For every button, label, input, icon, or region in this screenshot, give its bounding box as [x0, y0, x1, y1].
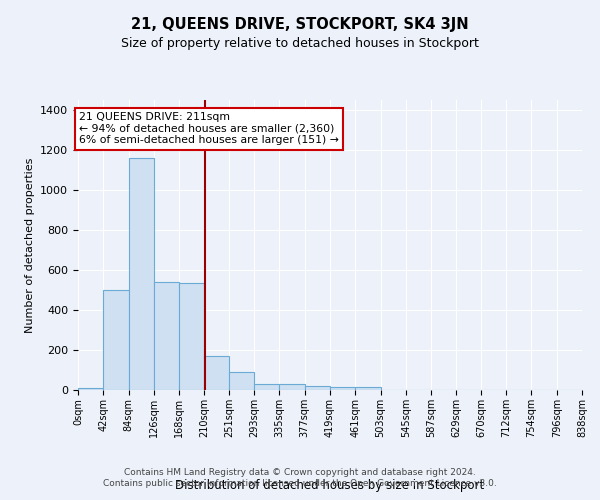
Bar — [154, 282, 179, 390]
Bar — [103, 290, 128, 390]
Text: Size of property relative to detached houses in Stockport: Size of property relative to detached ho… — [121, 38, 479, 51]
Text: Contains HM Land Registry data © Crown copyright and database right 2024.
Contai: Contains HM Land Registry data © Crown c… — [103, 468, 497, 487]
Bar — [254, 384, 280, 390]
Y-axis label: Number of detached properties: Number of detached properties — [25, 158, 35, 332]
Bar — [330, 387, 355, 390]
Bar — [280, 384, 305, 390]
Text: 21 QUEENS DRIVE: 211sqm
← 94% of detached houses are smaller (2,360)
6% of semi-: 21 QUEENS DRIVE: 211sqm ← 94% of detache… — [79, 112, 339, 145]
Bar — [128, 158, 154, 390]
Bar — [305, 386, 330, 390]
X-axis label: Distribution of detached houses by size in Stockport: Distribution of detached houses by size … — [175, 478, 485, 492]
Text: 21, QUEENS DRIVE, STOCKPORT, SK4 3JN: 21, QUEENS DRIVE, STOCKPORT, SK4 3JN — [131, 18, 469, 32]
Bar — [179, 283, 205, 390]
Bar — [78, 388, 103, 390]
Bar — [229, 372, 254, 390]
Bar — [205, 356, 229, 390]
Bar — [355, 387, 380, 390]
